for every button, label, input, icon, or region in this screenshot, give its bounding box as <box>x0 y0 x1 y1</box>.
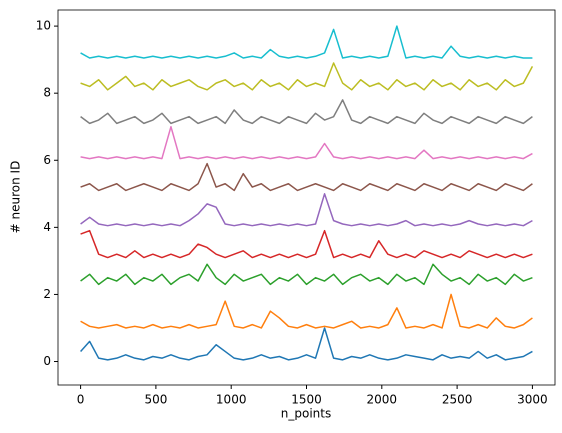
x-tick-label: 2000 <box>367 393 398 407</box>
y-tick-label: 4 <box>43 220 51 234</box>
series-line <box>80 229 533 259</box>
series-line <box>80 162 533 192</box>
y-tick-label: 8 <box>43 86 51 100</box>
x-tick-label: 3000 <box>517 393 548 407</box>
x-tick-label: 1000 <box>216 393 247 407</box>
series-line <box>80 193 533 227</box>
x-tick-label: 500 <box>144 393 167 407</box>
x-tick-label: 1500 <box>291 393 322 407</box>
series-line <box>80 25 533 59</box>
y-tick-label: 0 <box>43 354 51 368</box>
y-axis-label: # neuron ID <box>9 161 23 234</box>
series-line <box>80 99 533 125</box>
series-line <box>80 62 534 91</box>
plot-frame <box>57 9 556 386</box>
y-tick-label: 2 <box>43 287 51 301</box>
y-tick-label: 6 <box>43 153 51 167</box>
x-tick-label: 2500 <box>442 393 473 407</box>
series-line <box>80 293 533 329</box>
series-line <box>80 125 533 160</box>
series-line <box>80 263 533 286</box>
y-tick-label: 10 <box>36 19 51 33</box>
x-tick-label: 0 <box>77 393 85 407</box>
x-axis-label: n_points <box>281 407 331 421</box>
series-line <box>80 327 533 361</box>
